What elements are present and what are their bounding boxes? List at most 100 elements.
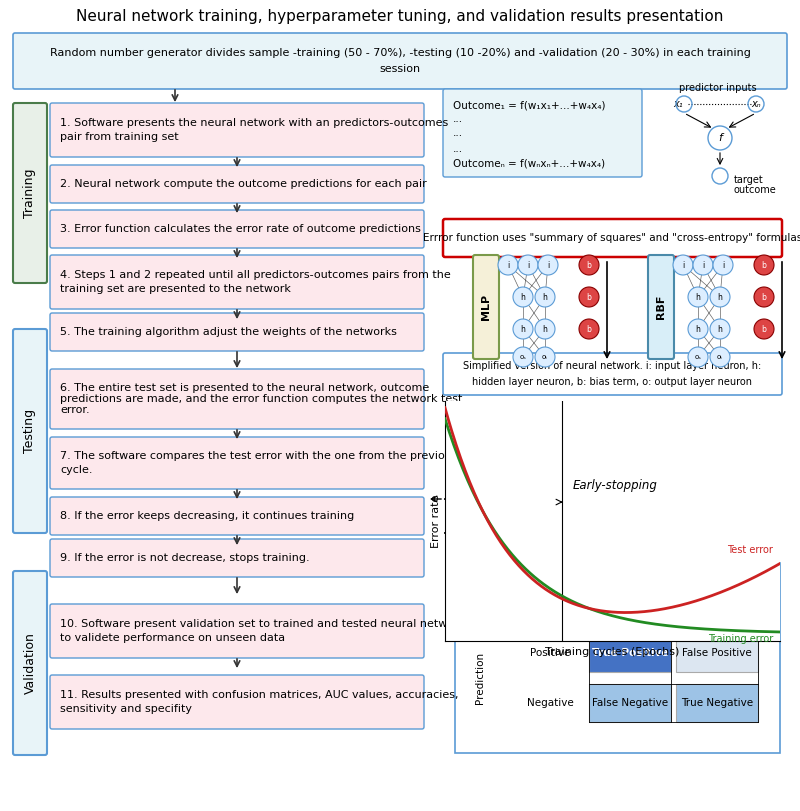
Text: Negative: Negative xyxy=(694,608,740,618)
Text: Prediction: Prediction xyxy=(475,652,485,704)
Text: predictions are made, and the error function computes the network test: predictions are made, and the error func… xyxy=(60,394,462,404)
Text: oₛ: oₛ xyxy=(694,354,702,360)
Circle shape xyxy=(688,287,708,307)
Circle shape xyxy=(579,287,599,307)
Text: i: i xyxy=(702,260,704,269)
Text: h: h xyxy=(542,324,547,333)
Text: 7. The software compares the test error with the one from the previous: 7. The software compares the test error … xyxy=(60,451,458,461)
Text: h: h xyxy=(542,293,547,302)
Text: MLP: MLP xyxy=(481,294,491,320)
Text: 6. The entire test set is presented to the neural network, outcome: 6. The entire test set is presented to t… xyxy=(60,383,430,393)
FancyBboxPatch shape xyxy=(50,675,424,729)
Text: i: i xyxy=(507,260,509,269)
FancyBboxPatch shape xyxy=(50,210,424,248)
Circle shape xyxy=(710,287,730,307)
FancyBboxPatch shape xyxy=(473,255,499,359)
FancyBboxPatch shape xyxy=(50,103,424,157)
Text: to validete performance on unseen data: to validete performance on unseen data xyxy=(60,633,285,643)
Circle shape xyxy=(513,287,533,307)
FancyBboxPatch shape xyxy=(13,329,47,533)
FancyBboxPatch shape xyxy=(676,684,758,722)
Text: Early-stopping: Early-stopping xyxy=(572,479,657,492)
X-axis label: Training cycles (Epochs): Training cycles (Epochs) xyxy=(546,646,680,657)
FancyBboxPatch shape xyxy=(13,103,47,283)
FancyBboxPatch shape xyxy=(50,539,424,577)
Text: pair from training set: pair from training set xyxy=(60,132,178,142)
Text: i: i xyxy=(722,260,724,269)
Text: f: f xyxy=(718,133,722,143)
Circle shape xyxy=(754,319,774,339)
Text: 3. Error function calculates the error rate of outcome predictions: 3. Error function calculates the error r… xyxy=(60,224,421,234)
Text: b: b xyxy=(586,260,591,269)
Text: h: h xyxy=(521,293,526,302)
Text: 11. Results presented with confusion matrices, AUC values, accuracies,: 11. Results presented with confusion mat… xyxy=(60,690,458,700)
Text: hidden layer neuron, b: bias term, o: output layer neuron: hidden layer neuron, b: bias term, o: ou… xyxy=(473,377,753,387)
FancyBboxPatch shape xyxy=(50,255,424,309)
Text: Training error: Training error xyxy=(708,634,774,644)
Text: oₜ: oₜ xyxy=(542,354,548,360)
Text: i: i xyxy=(527,260,529,269)
Text: Outcome₁ = f(w₁x₁+...+w₄x₄): Outcome₁ = f(w₁x₁+...+w₄x₄) xyxy=(453,100,606,110)
Text: b: b xyxy=(762,293,766,302)
Text: 2. Neural network compute the outcome predictions for each pair: 2. Neural network compute the outcome pr… xyxy=(60,179,426,189)
Text: Negative: Negative xyxy=(526,698,574,708)
Text: Testing: Testing xyxy=(23,409,37,453)
Circle shape xyxy=(498,255,518,275)
Text: x₁: x₁ xyxy=(673,99,683,109)
Y-axis label: Error rate: Error rate xyxy=(431,495,441,547)
Text: h: h xyxy=(695,324,701,333)
Text: target: target xyxy=(734,175,764,185)
Text: ...: ... xyxy=(453,128,463,138)
Text: Confusion matrix: Confusion matrix xyxy=(567,569,668,581)
Text: session: session xyxy=(379,64,421,74)
Text: Validation: Validation xyxy=(23,632,37,694)
Text: sensitivity and specifity: sensitivity and specifity xyxy=(60,704,192,714)
Text: False Negative: False Negative xyxy=(592,698,668,708)
Text: 4. Steps 1 and 2 repeated until all predictors-outcomes pairs from the: 4. Steps 1 and 2 repeated until all pred… xyxy=(60,270,450,280)
FancyBboxPatch shape xyxy=(589,634,671,672)
Text: predictor inputs: predictor inputs xyxy=(679,83,757,93)
Circle shape xyxy=(535,319,555,339)
Text: Simplified version of neural network. i: input layer neuron, h:: Simplified version of neural network. i:… xyxy=(463,361,762,371)
FancyBboxPatch shape xyxy=(443,219,782,257)
Text: True Positive: True Positive xyxy=(592,648,668,658)
Text: False Positive: False Positive xyxy=(682,648,752,658)
FancyBboxPatch shape xyxy=(13,33,787,89)
Text: 5. The training algorithm adjust the weights of the networks: 5. The training algorithm adjust the wei… xyxy=(60,327,397,337)
Text: xₙ: xₙ xyxy=(751,99,761,109)
Text: Random number generator divides sample -training (50 - 70%), -testing (10 -20%) : Random number generator divides sample -… xyxy=(50,48,750,58)
Circle shape xyxy=(754,287,774,307)
Text: h: h xyxy=(718,293,722,302)
Text: Outcomeₙ = f(wₙxₙ+...+w₄x₄): Outcomeₙ = f(wₙxₙ+...+w₄x₄) xyxy=(453,158,605,168)
Text: h: h xyxy=(521,324,526,333)
Text: cycle.: cycle. xyxy=(60,465,93,475)
Text: 1. Software presents the neural network with an predictors-outcomes: 1. Software presents the neural network … xyxy=(60,118,448,128)
Circle shape xyxy=(688,319,708,339)
Circle shape xyxy=(579,319,599,339)
Text: outcome: outcome xyxy=(734,185,777,195)
Text: Errror function uses "summary of squares" and "cross-entropy" formulas: Errror function uses "summary of squares… xyxy=(423,233,800,243)
Circle shape xyxy=(518,255,538,275)
Circle shape xyxy=(754,255,774,275)
Text: h: h xyxy=(695,293,701,302)
Circle shape xyxy=(713,255,733,275)
Text: i: i xyxy=(682,260,684,269)
FancyBboxPatch shape xyxy=(455,563,780,753)
Text: h: h xyxy=(718,324,722,333)
Circle shape xyxy=(538,255,558,275)
FancyBboxPatch shape xyxy=(589,684,671,722)
FancyBboxPatch shape xyxy=(50,497,424,535)
Text: 10. Software present validation set to trained and tested neural network: 10. Software present validation set to t… xyxy=(60,619,466,629)
Circle shape xyxy=(708,126,732,150)
Circle shape xyxy=(688,347,708,367)
Text: Positive: Positive xyxy=(610,608,650,618)
Text: Positive: Positive xyxy=(530,648,570,658)
Text: ...: ... xyxy=(453,144,463,154)
Text: training set are presented to the network: training set are presented to the networ… xyxy=(60,284,291,294)
Text: Training: Training xyxy=(23,168,37,217)
Circle shape xyxy=(693,255,713,275)
FancyBboxPatch shape xyxy=(13,571,47,755)
FancyBboxPatch shape xyxy=(443,89,642,177)
Text: True Negative: True Negative xyxy=(681,698,753,708)
Text: 9. If the error is not decrease, stops training.: 9. If the error is not decrease, stops t… xyxy=(60,553,310,563)
